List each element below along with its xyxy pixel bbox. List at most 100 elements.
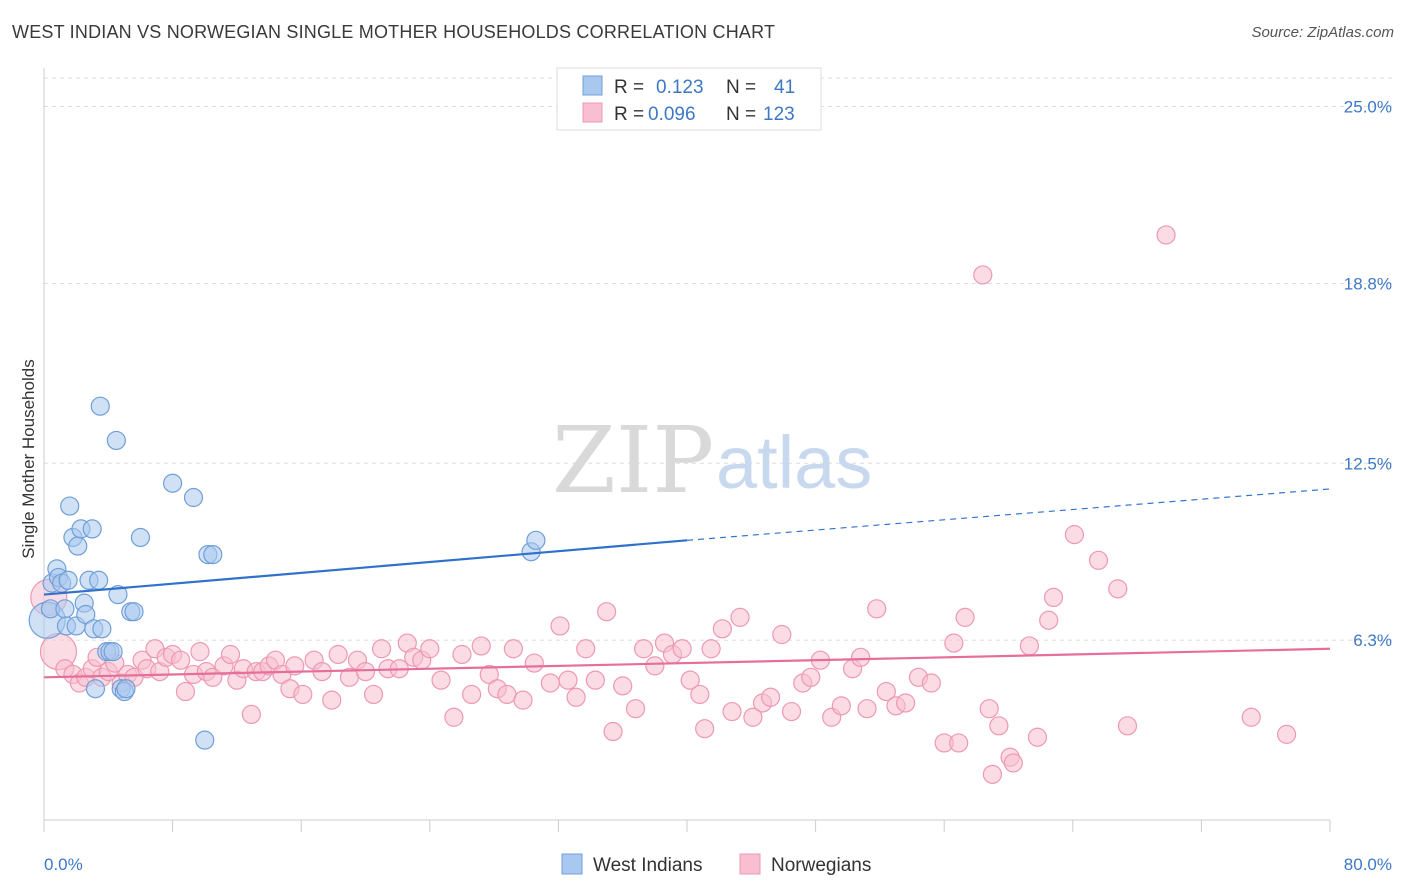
- norwegians-point-79: [672, 639, 692, 659]
- norwegians-trend-line: [43, 647, 1331, 679]
- west-indians-trend-extension: [686, 488, 1331, 541]
- norwegians-point-54: [431, 670, 451, 690]
- norwegians-point-99: [857, 699, 877, 719]
- axes: [43, 68, 1331, 832]
- norwegians-point-42: [328, 644, 348, 665]
- x-tick-label-max: 80.0%: [1344, 855, 1392, 874]
- west-indians-point-8: [58, 570, 78, 590]
- norwegians-point-125: [1241, 707, 1261, 727]
- norwegians-point-61: [497, 684, 517, 705]
- norwegians-point-81: [690, 684, 710, 705]
- norwegians-point-122: [1108, 579, 1128, 599]
- norwegians-point-56: [452, 644, 472, 665]
- x-tick-labels: 0.0% 80.0%: [44, 855, 1392, 874]
- legend-r-value-norwegians: 0.096: [648, 104, 696, 125]
- norwegians-point-112: [982, 764, 1003, 784]
- norwegians-point-111: [979, 699, 999, 719]
- legend-swatch-west-indians-bottom: [561, 853, 583, 875]
- norwegians-point-91: [781, 701, 802, 722]
- legend-r-label-norwegians: R =: [614, 104, 644, 125]
- norwegians-point-84: [712, 619, 732, 639]
- norwegians-point-96: [831, 696, 851, 716]
- west-indians-point-27: [108, 584, 128, 605]
- west-indians-point-30: [116, 679, 136, 699]
- west-indians-point-15: [76, 604, 96, 625]
- norwegians-point-123: [1117, 716, 1138, 736]
- norwegians-point-98: [851, 647, 871, 667]
- norwegians-point-124: [1156, 225, 1176, 245]
- norwegians-point-66: [550, 616, 570, 636]
- legend-n-value-west-indians: 41: [774, 77, 795, 98]
- west-indians-point-32: [124, 602, 144, 622]
- norwegians-point-100: [867, 599, 887, 619]
- west-indians-point-34: [163, 473, 183, 493]
- norwegians-point-21: [175, 681, 196, 702]
- chart-source: Source: ZipAtlas.com: [1251, 24, 1394, 41]
- norwegians-point-107: [944, 633, 964, 653]
- norwegians-point-58: [471, 636, 491, 656]
- watermark-zip: ZIP: [552, 407, 714, 514]
- norwegians-point-45: [355, 661, 376, 682]
- norwegians-point-93: [801, 667, 821, 687]
- norwegians-point-30: [241, 704, 261, 725]
- legend-label-west-indians: West Indians: [593, 855, 702, 876]
- norwegians-point-46: [363, 684, 384, 705]
- norwegians-point-65: [540, 673, 560, 693]
- west-indians-point-26: [106, 430, 126, 451]
- west-indians-point-20: [89, 570, 109, 590]
- norwegians-point-53: [420, 639, 440, 659]
- legend-n-label-west-indians: N =: [726, 77, 756, 98]
- norwegians-point-23: [190, 642, 210, 662]
- norwegians-point-87: [743, 707, 763, 727]
- x-tick-label-min: 0.0%: [44, 855, 83, 874]
- norwegians-point-86: [730, 607, 750, 627]
- norwegians-point-75: [633, 639, 654, 659]
- correlation-legend: R = 0.123 N = 41 R = 0.096 N = 123: [556, 67, 822, 131]
- norwegians-point-85: [722, 701, 742, 722]
- norwegians-point-126: [1276, 724, 1297, 744]
- norwegians-point-89: [760, 687, 781, 707]
- west-indians-point-12: [68, 536, 88, 556]
- norwegians-point-38: [293, 684, 313, 705]
- norwegians-point-57: [461, 684, 482, 705]
- norwegians-point-70: [585, 670, 605, 690]
- norwegians-point-71: [597, 602, 617, 622]
- watermark-atlas: atlas: [716, 421, 872, 504]
- norwegians-point-115: [1003, 753, 1023, 773]
- y-tick-label-1: 12.5%: [1344, 454, 1392, 473]
- west-indians-point-25: [103, 642, 123, 662]
- norwegians-point-110: [973, 265, 993, 285]
- y-tick-labels: 6.3% 12.5% 18.8% 25.0%: [1344, 98, 1392, 651]
- norwegians-point-47: [371, 639, 392, 659]
- west-indians-point-22: [92, 619, 112, 639]
- legend-r-value-west-indians: 0.123: [656, 77, 704, 98]
- norwegians-point-113: [989, 716, 1009, 736]
- norwegians-point-62: [503, 639, 523, 659]
- legend-r-label-west-indians: R =: [614, 77, 644, 98]
- norwegians-point-90: [772, 624, 792, 645]
- norwegians-point-74: [625, 699, 646, 719]
- norwegians-point-105: [921, 673, 941, 693]
- legend-n-value-norwegians: 123: [763, 104, 795, 125]
- legend-swatch-norwegians: [582, 102, 603, 123]
- norwegians-point-117: [1027, 727, 1048, 747]
- y-tick-label-2: 18.8%: [1344, 274, 1392, 293]
- norwegians-point-121: [1088, 550, 1109, 570]
- norwegians-point-80: [680, 670, 700, 690]
- grid-lines: [44, 77, 1392, 641]
- trend-lines: [43, 488, 1331, 679]
- norwegians-point-41: [322, 690, 342, 710]
- norwegians-point-59: [479, 664, 499, 685]
- norwegians-point-120: [1064, 525, 1085, 545]
- chart-title: WEST INDIAN VS NORWEGIAN SINGLE MOTHER H…: [12, 22, 776, 42]
- norwegians-point-83: [701, 639, 721, 659]
- y-tick-label-0: 6.3%: [1353, 631, 1392, 650]
- norwegians-point-118: [1039, 610, 1059, 630]
- norwegians-point-101: [876, 681, 896, 702]
- west-indians-point-6: [55, 599, 75, 619]
- norwegians-point-72: [603, 721, 623, 742]
- norwegians-point-20: [171, 650, 191, 670]
- west-indians-points: [28, 396, 546, 750]
- west-indians-point-36: [195, 730, 215, 750]
- norwegians-point-63: [513, 690, 533, 710]
